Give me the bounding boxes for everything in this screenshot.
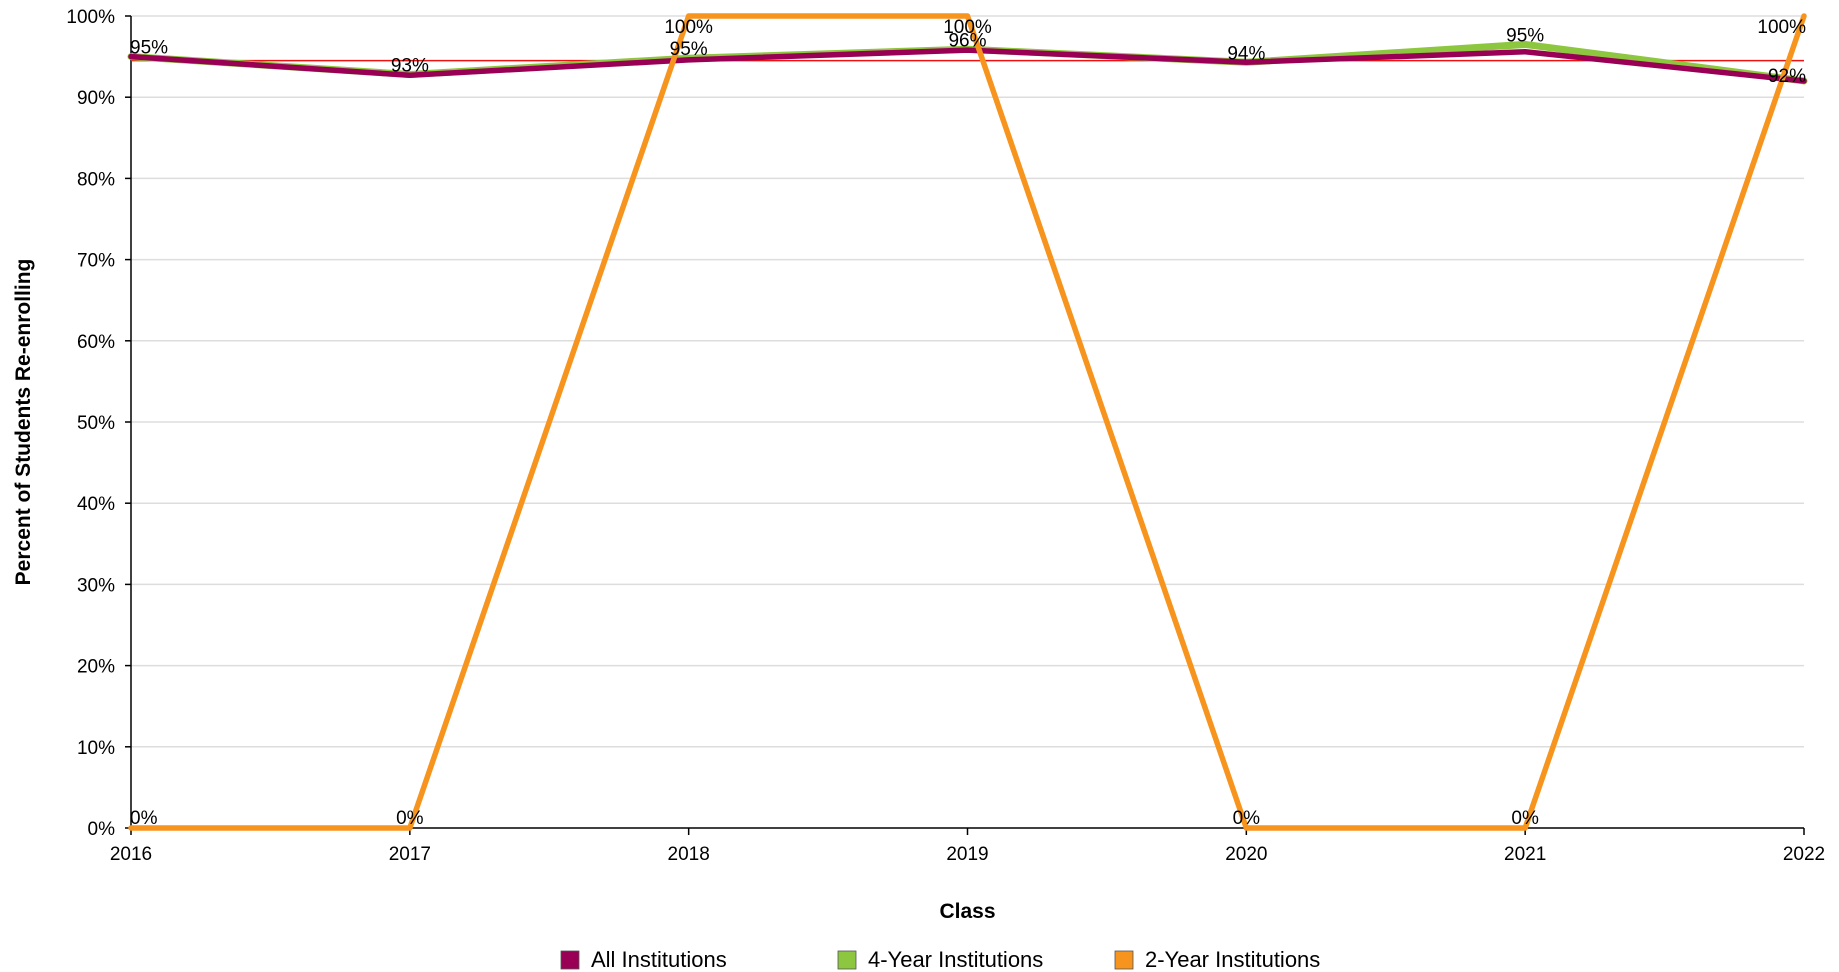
y-tick-label: 80% xyxy=(77,169,115,190)
y-tick-label: 30% xyxy=(77,575,115,596)
data-label: 100% xyxy=(1757,17,1806,38)
data-label: 95% xyxy=(130,38,168,59)
x-tick-label: 2016 xyxy=(110,844,152,865)
x-tick-label: 2022 xyxy=(1783,844,1825,865)
x-tick-label: 2018 xyxy=(668,844,710,865)
data-label: 92% xyxy=(1768,66,1806,87)
y-tick-label: 10% xyxy=(77,738,115,759)
legend: All Institutions 4-Year Institutions 2-Yea… xyxy=(560,947,1320,972)
y-axis-title: Percent of Students Re-enrolling xyxy=(12,259,35,586)
data-label: 100% xyxy=(664,17,713,38)
y-tick-label: 40% xyxy=(77,494,115,515)
legend-swatch xyxy=(1114,950,1134,970)
x-tick-label: 2021 xyxy=(1504,844,1546,865)
y-tick-label: 60% xyxy=(77,332,115,353)
data-label: 95% xyxy=(670,39,708,60)
data-label: 93% xyxy=(391,55,429,76)
y-tick-label: 100% xyxy=(66,7,115,28)
data-label: 94% xyxy=(1227,43,1265,64)
y-tick-label: 0% xyxy=(88,819,116,840)
legend-label: 2-Year Institutions xyxy=(1145,947,1320,972)
legend-item-all-institutions: All Institutions xyxy=(560,947,727,972)
x-tick-label: 2019 xyxy=(946,844,988,865)
data-label: 96% xyxy=(948,30,986,51)
legend-swatch xyxy=(837,950,857,970)
data-label: 0% xyxy=(396,808,424,829)
y-axis-ticks: 0% 10% 20% 30% 40% 50% 60% 70% 80% 90% 100% xyxy=(66,7,131,840)
data-label: 0% xyxy=(1233,808,1261,829)
legend-label: 4-Year Institutions xyxy=(868,947,1043,972)
data-label: 95% xyxy=(1506,25,1544,46)
gridlines xyxy=(131,15,1804,748)
y-tick-label: 90% xyxy=(77,88,115,109)
series-line-2-year-institutions xyxy=(128,13,1807,831)
series-lines xyxy=(127,13,1808,831)
legend-swatch xyxy=(560,950,580,970)
x-axis-ticks: 2016 2017 2018 2019 2020 2021 2022 xyxy=(110,828,1825,865)
data-labels: 95% 93% 95% 96% 94% 95% 92% 0% 0% 100% 100% 0% 0% 100… xyxy=(130,17,1806,829)
x-tick-label: 2017 xyxy=(389,844,431,865)
x-axis-title: Class xyxy=(939,900,995,923)
legend-label: All Institutions xyxy=(591,947,727,972)
data-label: 0% xyxy=(1511,808,1539,829)
x-tick-label: 2020 xyxy=(1225,844,1267,865)
data-label: 0% xyxy=(130,808,158,829)
y-tick-label: 70% xyxy=(77,251,115,272)
legend-item-2-year-institutions: 2-Year Institutions xyxy=(1114,947,1320,972)
legend-item-4-year-institutions: 4-Year Institutions xyxy=(837,947,1043,972)
y-tick-label: 20% xyxy=(77,657,115,678)
y-tick-label: 50% xyxy=(77,413,115,434)
data-label: 100% xyxy=(943,17,992,38)
series-line-all-institutions xyxy=(128,47,1807,84)
